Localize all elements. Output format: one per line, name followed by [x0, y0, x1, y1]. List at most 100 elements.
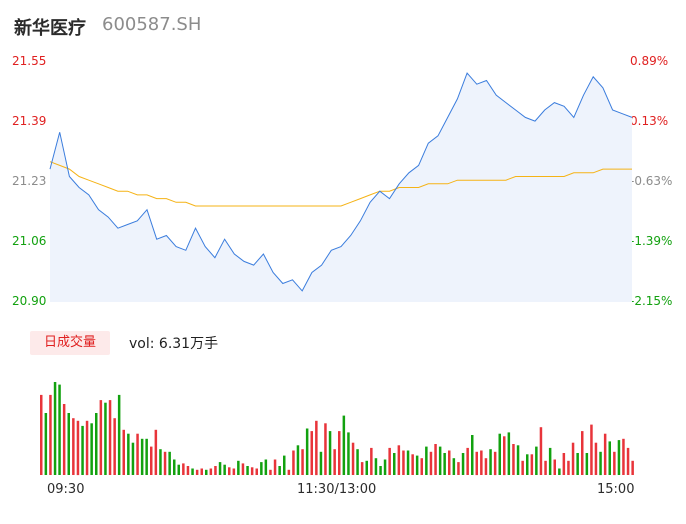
volume-bar	[173, 459, 176, 475]
volume-bar	[594, 442, 598, 475]
volume-bar	[95, 413, 98, 475]
volume-bar	[411, 454, 414, 475]
volume-bar	[585, 453, 589, 475]
volume-bar	[90, 423, 93, 475]
price-chart	[49, 72, 633, 302]
pct-tick: -1.39%	[630, 234, 673, 248]
volume-bar	[599, 451, 602, 476]
volume-bar	[76, 420, 80, 476]
volume-bar	[466, 447, 469, 475]
volume-bar	[576, 453, 579, 475]
volume-bar	[498, 433, 501, 475]
volume-bar	[250, 467, 254, 476]
volume-bar	[338, 431, 341, 475]
price-tick: 21.39	[12, 114, 47, 128]
price-tick: 20.90	[12, 294, 47, 308]
volume-bar	[168, 451, 171, 476]
volume-bar	[278, 466, 281, 475]
volume-bar	[44, 413, 48, 475]
volume-bar	[237, 460, 240, 475]
volume-bar	[310, 431, 313, 475]
volume-bar	[452, 458, 456, 475]
volume-bar	[85, 420, 89, 476]
volume-bar	[223, 464, 226, 475]
volume-bar	[195, 469, 199, 475]
volume-bar	[154, 429, 158, 475]
volume-bar	[393, 453, 396, 475]
volume-bar	[49, 394, 52, 475]
pct-tick: -0.63%	[630, 174, 673, 188]
pct-tick: 0.13%	[630, 114, 669, 128]
volume-bar	[608, 441, 611, 475]
volume-bar	[484, 458, 488, 475]
volume-bar	[438, 446, 442, 475]
volume-bar	[347, 432, 350, 475]
volume-bar	[260, 462, 263, 475]
volume-bar	[333, 449, 336, 475]
average-price-line	[49, 161, 632, 207]
volume-bar	[548, 447, 552, 475]
volume-bar	[365, 460, 368, 475]
volume-bar	[200, 468, 203, 475]
volume-bar	[370, 447, 373, 475]
volume-bar	[182, 463, 185, 475]
volume-bar	[434, 444, 437, 475]
volume-bar	[218, 462, 222, 475]
volume-bar	[104, 402, 107, 475]
stock-code: 600587.SH	[102, 14, 202, 35]
volume-bar	[507, 432, 511, 475]
volume-bar	[489, 449, 492, 475]
volume-bar	[562, 453, 566, 475]
volume-bar	[356, 449, 359, 475]
price-tick: 21.06	[12, 234, 47, 248]
volume-bar	[113, 418, 116, 475]
time-tick: 11:30/13:00	[297, 482, 377, 497]
volume-bar	[429, 451, 433, 476]
volume-bar	[521, 460, 524, 475]
volume-bar	[553, 459, 556, 475]
volume-bar	[443, 453, 446, 475]
volume-bar	[324, 423, 327, 475]
volume-bar	[150, 446, 153, 475]
volume-bar	[40, 394, 43, 475]
volume-bar	[558, 468, 561, 475]
volume-bar	[301, 449, 304, 475]
volume-bar	[53, 382, 57, 475]
volume-bar	[526, 454, 529, 475]
volume-bar	[461, 453, 465, 475]
volume-bar	[99, 400, 103, 475]
volume-bar	[241, 463, 245, 475]
volume-bar	[117, 394, 121, 475]
volume-bar	[292, 450, 295, 475]
daily-volume-tab[interactable]: 日成交量	[30, 331, 110, 355]
volume-bar	[516, 445, 520, 475]
volume-bar	[544, 460, 547, 475]
pct-tick: 0.89%	[630, 54, 669, 68]
volume-bar	[631, 460, 634, 475]
volume-bar	[264, 459, 268, 475]
volume-bar	[269, 469, 272, 475]
volume-bar	[255, 468, 258, 475]
volume-chart	[40, 382, 634, 476]
volume-bar	[383, 459, 387, 475]
volume-bar	[388, 447, 391, 475]
volume-bar	[145, 438, 148, 475]
volume-bar	[232, 468, 236, 475]
volume-bar	[351, 442, 355, 475]
volume-bar	[360, 462, 364, 475]
volume-bar	[108, 400, 112, 475]
volume-bar	[603, 433, 607, 475]
volume-bar	[539, 427, 543, 475]
volume-bar	[379, 466, 382, 475]
volume-bar	[512, 444, 515, 475]
volume-bar	[296, 445, 300, 475]
volume-bar	[273, 459, 277, 475]
volume-bar	[493, 451, 497, 476]
volume-bar	[571, 442, 575, 475]
volume-bar	[406, 450, 410, 475]
volume-bar	[402, 450, 405, 475]
volume-bar	[617, 440, 621, 475]
volume-bar	[397, 445, 401, 475]
volume-bar	[448, 450, 451, 475]
